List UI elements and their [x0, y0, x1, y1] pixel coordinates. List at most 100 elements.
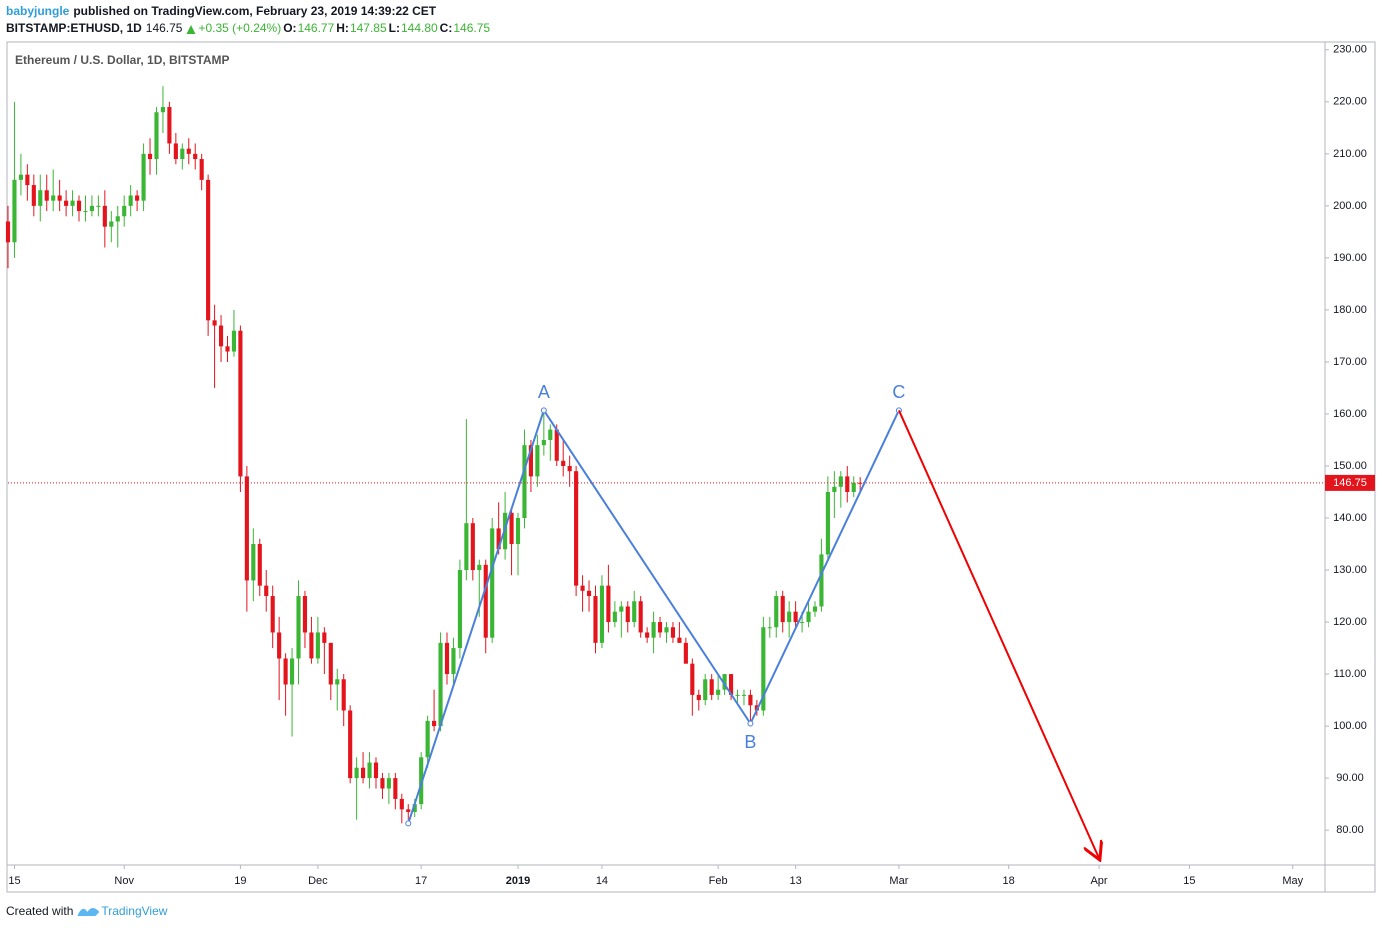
- candle-body: [845, 476, 850, 492]
- candle-body: [522, 445, 527, 519]
- candle-body: [444, 642, 450, 675]
- y-tick-label: 180.00: [1333, 304, 1367, 316]
- y-tick-label: 100.00: [1333, 720, 1367, 732]
- candle-body: [586, 590, 592, 597]
- y-tick-label: 130.00: [1333, 564, 1367, 576]
- up-arrow-icon: [186, 25, 196, 34]
- candle-body: [567, 465, 572, 472]
- candle-body: [135, 195, 140, 201]
- candle-body: [96, 205, 101, 207]
- candle-body: [264, 585, 269, 597]
- candle-body: [393, 778, 398, 799]
- header-text: published on TradingView.com, February 2…: [73, 4, 436, 18]
- candle-body: [709, 679, 714, 695]
- candle-body: [76, 200, 82, 212]
- candle-body: [838, 476, 843, 487]
- candle-body: [554, 429, 559, 461]
- candle-body: [716, 689, 721, 695]
- candle-body: [31, 185, 36, 206]
- candle-body: [122, 205, 127, 217]
- candle-body: [335, 679, 340, 685]
- candle-body: [696, 694, 701, 701]
- header-text: BITSTAMP:ETHUSD, 1D: [6, 21, 142, 35]
- candle-body: [167, 107, 172, 144]
- candle-body: [677, 637, 682, 643]
- header-text: C:: [440, 21, 453, 35]
- candle-body: [464, 523, 469, 571]
- candle-body: [309, 632, 314, 659]
- candle-body: [186, 148, 191, 154]
- x-tick-label: 15: [1183, 875, 1195, 887]
- candle-body: [683, 642, 688, 664]
- header-text: +0.35 (+0.24%): [198, 21, 281, 35]
- candle-body: [367, 762, 372, 779]
- candle-body: [793, 611, 798, 623]
- x-tick-label: Apr: [1090, 875, 1107, 887]
- candle-body: [419, 757, 424, 805]
- candle-body: [774, 596, 779, 628]
- candle-body: [670, 627, 676, 638]
- candle-body: [761, 627, 766, 711]
- last-price-label: 146.75: [1333, 477, 1367, 489]
- candle-body: [509, 512, 514, 545]
- candle-body: [244, 476, 249, 581]
- candle-body: [625, 606, 630, 623]
- candle-body: [289, 658, 295, 685]
- y-tick-label: 80.00: [1336, 824, 1364, 836]
- candle-body: [574, 471, 579, 586]
- candle-body: [38, 190, 43, 206]
- candle-body: [690, 663, 695, 695]
- candle-body: [593, 596, 598, 643]
- candle-body: [231, 330, 237, 352]
- x-tick-label: 18: [1003, 875, 1015, 887]
- candle-body: [154, 112, 159, 160]
- y-tick-label: 110.00: [1334, 668, 1367, 680]
- candle-body: [457, 570, 462, 649]
- candle-body: [341, 679, 346, 711]
- candle-body: [57, 195, 62, 201]
- candle-body: [425, 720, 430, 758]
- candle-body: [277, 632, 282, 659]
- y-tick-label: 160.00: [1333, 408, 1367, 420]
- candle-body: [296, 596, 301, 659]
- x-tick-label: Feb: [709, 875, 728, 887]
- candle-body: [373, 762, 379, 779]
- header-text: 146.75: [146, 21, 183, 35]
- pattern-label: A: [538, 382, 550, 402]
- candle-body: [548, 429, 553, 440]
- candle-body: [64, 200, 69, 206]
- y-tick-label: 140.00: [1333, 512, 1367, 524]
- candle-body: [812, 606, 818, 612]
- candle-body: [5, 221, 11, 243]
- header-text: babyjungle: [6, 4, 70, 18]
- candle-body: [51, 195, 56, 201]
- candle-body: [328, 642, 333, 685]
- candle-body: [728, 674, 734, 695]
- pattern-point: [405, 820, 412, 827]
- candle-body: [12, 179, 17, 243]
- candle-body: [315, 632, 320, 659]
- candle-body: [561, 460, 566, 466]
- candle-body: [741, 694, 747, 696]
- candle-body: [483, 564, 488, 638]
- candle-body: [535, 445, 540, 477]
- header-text: H:: [336, 21, 349, 35]
- candle-body: [70, 200, 75, 206]
- candle-body: [619, 606, 624, 612]
- y-tick-label: 90.00: [1336, 772, 1364, 784]
- candle-body: [348, 710, 353, 779]
- candle-body: [645, 632, 650, 638]
- candle-body: [380, 778, 385, 789]
- candle-body: [128, 195, 133, 206]
- last-price-box: [1325, 474, 1375, 491]
- candle-body: [606, 585, 611, 623]
- candle-body: [580, 585, 585, 591]
- candle-body: [651, 622, 656, 638]
- candle-body: [283, 658, 288, 685]
- candle-body: [109, 221, 114, 227]
- y-tick-label: 190.00: [1333, 252, 1367, 264]
- candle-body: [102, 205, 107, 227]
- y-tick-label: 230.00: [1333, 44, 1367, 56]
- candle-body: [825, 491, 830, 555]
- x-tick-label: 2019: [506, 875, 530, 887]
